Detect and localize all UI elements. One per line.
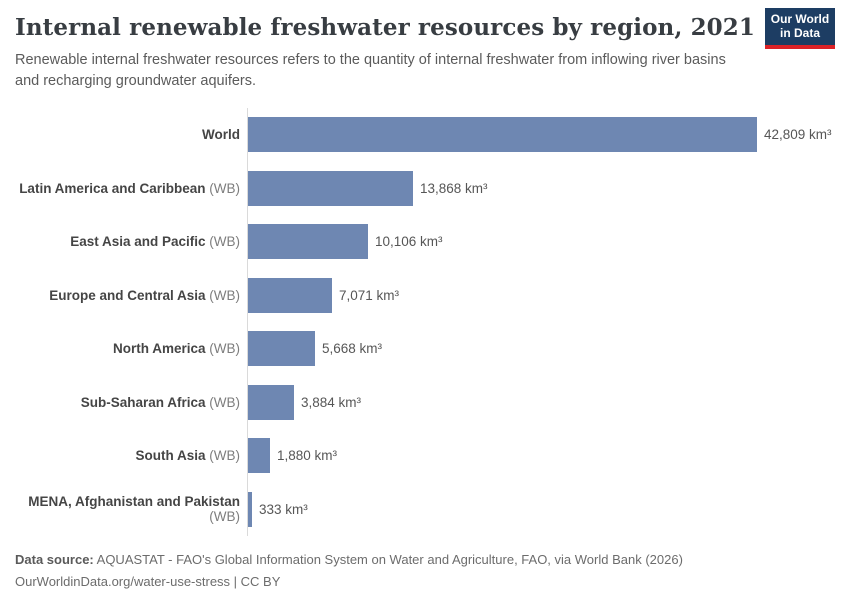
category-label: MENA, Afghanistan and Pakistan (WB) <box>28 494 240 525</box>
bar-track: 5,668 km³ <box>247 331 835 367</box>
bar-track: 42,809 km³ <box>247 117 835 153</box>
bar-row: Europe and Central Asia (WB) 7,071 km³ <box>15 269 835 323</box>
bar-row: World 42,809 km³ <box>15 108 835 162</box>
bar[interactable] <box>248 438 270 474</box>
owid-logo-line2: in Data <box>779 25 820 40</box>
bar-track: 1,880 km³ <box>247 438 835 474</box>
owid-logo[interactable]: Our World in Data <box>765 8 835 49</box>
bar-track: 13,868 km³ <box>247 170 835 206</box>
bar-row: South Asia (WB) 1,880 km³ <box>15 429 835 483</box>
value-label: 1,880 km³ <box>277 448 338 464</box>
y-axis-line <box>247 108 248 537</box>
chart-title: Internal renewable freshwater resources … <box>15 14 755 41</box>
bar-row: Sub-Saharan Africa (WB) 3,884 km³ <box>15 376 835 430</box>
value-label: 3,884 km³ <box>301 394 362 410</box>
owid-logo-line1: Our World <box>770 11 830 26</box>
bar[interactable] <box>248 331 315 367</box>
chart-header: Internal renewable freshwater resources … <box>15 0 835 91</box>
bar-rows: World 42,809 km³ Latin America and Caribbe… <box>15 108 835 536</box>
data-source-label: Data source: <box>15 552 94 568</box>
category-label: Europe and Central Asia (WB) <box>49 287 240 303</box>
bar-track: 333 km³ <box>247 491 835 527</box>
data-source-text: AQUASTAT - FAO's Global Information Syst… <box>93 552 683 568</box>
category-label: World <box>202 127 240 143</box>
bar-chart: World 42,809 km³ Latin America and Caribbe… <box>15 108 835 537</box>
value-label: 10,106 km³ <box>375 234 443 250</box>
bar-track: 10,106 km³ <box>247 224 835 260</box>
bar-track: 7,071 km³ <box>247 277 835 313</box>
bar[interactable] <box>248 170 413 206</box>
category-label: Sub-Saharan Africa (WB) <box>80 394 240 410</box>
bar-row: Latin America and Caribbean (WB) 13,868 k… <box>15 162 835 216</box>
bar[interactable] <box>248 117 757 153</box>
category-label: Latin America and Caribbean (WB) <box>19 180 240 196</box>
owid-logo-box: Our World in Data <box>765 8 835 45</box>
category-label: North America (WB) <box>112 341 240 357</box>
value-label: 7,071 km³ <box>339 287 400 303</box>
bar-track: 3,884 km³ <box>247 384 835 420</box>
category-label: South Asia (WB) <box>135 448 240 464</box>
value-label: 5,668 km³ <box>322 341 383 357</box>
footer-link[interactable]: OurWorldinData.org/water-use-stress | CC… <box>15 574 281 590</box>
data-source-line: Data source: AQUASTAT - FAO's Global Inf… <box>15 549 835 571</box>
bar-row: East Asia and Pacific (WB) 10,106 km³ <box>15 215 835 269</box>
chart-subtitle: Renewable internal freshwater resources … <box>15 52 726 89</box>
bar[interactable] <box>248 384 294 420</box>
value-label: 42,809 km³ <box>764 127 832 143</box>
chart-footer: Data source: AQUASTAT - FAO's Global Inf… <box>15 549 835 593</box>
category-label: East Asia and Pacific (WB) <box>70 234 240 250</box>
value-label: 333 km³ <box>259 501 308 517</box>
bar[interactable] <box>248 491 252 527</box>
bar[interactable] <box>248 224 368 260</box>
bar[interactable] <box>248 277 332 313</box>
bar-row: MENA, Afghanistan and Pakistan (WB) 333 k… <box>15 483 835 537</box>
bar-row: North America (WB) 5,668 km³ <box>15 322 835 376</box>
owid-logo-stripe <box>765 45 835 49</box>
value-label: 13,868 km³ <box>420 180 488 196</box>
